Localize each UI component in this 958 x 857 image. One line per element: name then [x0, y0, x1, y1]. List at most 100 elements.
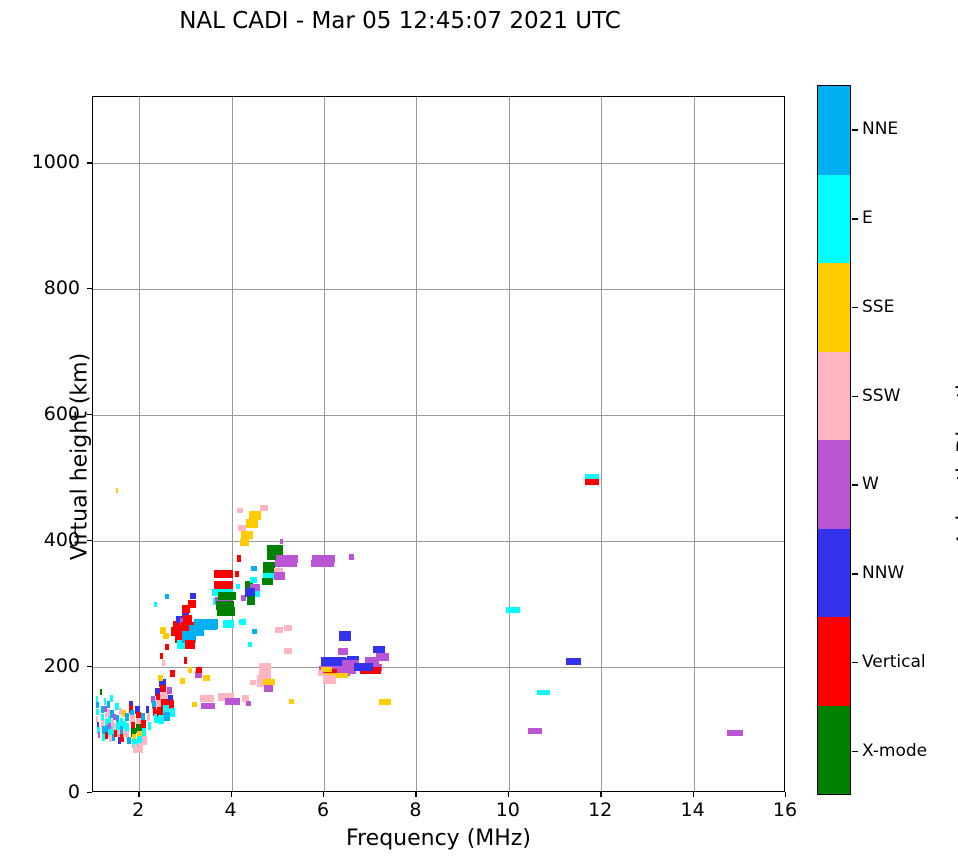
x-tick-label: 6 — [316, 799, 330, 821]
echo-mark — [241, 530, 254, 539]
echo-mark — [108, 728, 112, 737]
echo-mark — [239, 618, 246, 625]
echo-mark — [237, 555, 241, 563]
echo-mark — [280, 538, 283, 544]
x-tick-label: 12 — [588, 799, 613, 821]
echo-mark — [196, 666, 203, 673]
echo-mark — [125, 730, 130, 740]
x-tick — [323, 792, 325, 797]
echo-mark — [106, 701, 110, 709]
echo-mark — [263, 573, 275, 580]
echo-mark — [204, 619, 219, 630]
x-tick — [600, 792, 602, 797]
echo-mark — [131, 728, 136, 738]
echo-mark — [110, 695, 113, 703]
echo-mark — [187, 666, 193, 673]
colorbar-label-w: W — [862, 474, 879, 495]
echo-mark — [276, 554, 298, 563]
echo-mark — [218, 592, 236, 601]
echo-mark — [342, 659, 360, 670]
gridline-vertical — [693, 97, 695, 791]
y-axis-label: Virtual height (km) — [67, 352, 93, 561]
gridline-horizontal — [93, 289, 784, 291]
echo-mark — [245, 518, 258, 528]
echo-mark — [165, 593, 169, 599]
y-tick-label: 0 — [67, 781, 80, 803]
colorbar-segment-nne — [818, 86, 850, 175]
echo-mark — [137, 736, 143, 747]
echo-mark — [339, 630, 352, 641]
colorbar-label-nne: NNE — [862, 119, 899, 140]
echo-mark — [164, 711, 170, 721]
echo-mark — [136, 730, 143, 740]
echo-mark — [321, 667, 333, 673]
y-tick — [87, 288, 92, 290]
echo-mark — [115, 488, 119, 494]
echo-mark — [96, 715, 99, 722]
echo-mark — [120, 725, 124, 735]
x-tick — [230, 792, 232, 797]
echo-mark — [180, 677, 185, 684]
echo-mark — [153, 714, 159, 724]
echo-mark — [163, 632, 169, 639]
echo-mark — [169, 707, 175, 717]
echo-mark — [168, 695, 173, 703]
echo-mark — [234, 570, 240, 577]
echo-mark — [105, 724, 109, 733]
x-tick-label: 14 — [680, 799, 705, 821]
echo-mark — [354, 663, 373, 672]
echo-mark — [248, 511, 261, 521]
echo-mark — [190, 593, 196, 600]
echo-mark — [537, 689, 551, 695]
gridline-horizontal — [93, 163, 784, 165]
echo-mark — [111, 725, 115, 735]
colorbar-tick — [852, 395, 858, 398]
echo-mark — [115, 714, 120, 723]
x-tick-label: 16 — [772, 799, 798, 821]
figure-title: NAL CADI - Mar 05 12:45:07 2021 UTC — [179, 8, 621, 34]
echo-mark — [200, 703, 215, 710]
x-tick-label: 2 — [132, 799, 145, 821]
y-tick-label: 400 — [43, 529, 80, 552]
echo-mark — [289, 698, 294, 704]
echo-mark — [177, 639, 187, 649]
echo-mark — [375, 652, 389, 661]
gridline-vertical — [416, 97, 418, 791]
echo-mark — [159, 652, 163, 659]
echo-mark — [105, 718, 108, 726]
echo-mark — [124, 713, 129, 722]
echo-mark — [107, 716, 111, 724]
plot-area — [92, 96, 785, 792]
echo-mark — [140, 713, 146, 722]
echo-mark — [132, 733, 137, 742]
echo-mark — [141, 720, 146, 730]
x-tick — [507, 792, 510, 797]
echo-mark — [218, 693, 234, 702]
echo-mark — [170, 669, 175, 677]
echo-mark — [157, 675, 164, 682]
echo-mark — [262, 577, 274, 585]
echo-mark — [160, 692, 168, 703]
echo-mark — [125, 722, 130, 732]
colorbar-tick — [852, 661, 858, 664]
echo-mark — [116, 729, 120, 738]
echo-mark — [311, 554, 335, 563]
echo-mark — [183, 657, 188, 665]
colorbar-segment-e — [818, 174, 850, 263]
echo-mark — [188, 624, 205, 636]
echo-mark — [104, 705, 107, 712]
echo-mark — [104, 712, 108, 720]
echo-mark — [727, 729, 744, 736]
echo-mark — [155, 688, 161, 697]
echo-mark — [97, 732, 101, 739]
echo-mark — [284, 647, 292, 654]
echo-mark — [152, 706, 158, 716]
echo-mark — [100, 689, 103, 696]
echo-mark — [161, 660, 165, 667]
colorbar-tick — [852, 750, 858, 753]
echo-mark — [159, 679, 166, 688]
echo-mark — [146, 713, 151, 722]
echo-mark — [172, 620, 184, 630]
echo-mark — [132, 739, 137, 749]
